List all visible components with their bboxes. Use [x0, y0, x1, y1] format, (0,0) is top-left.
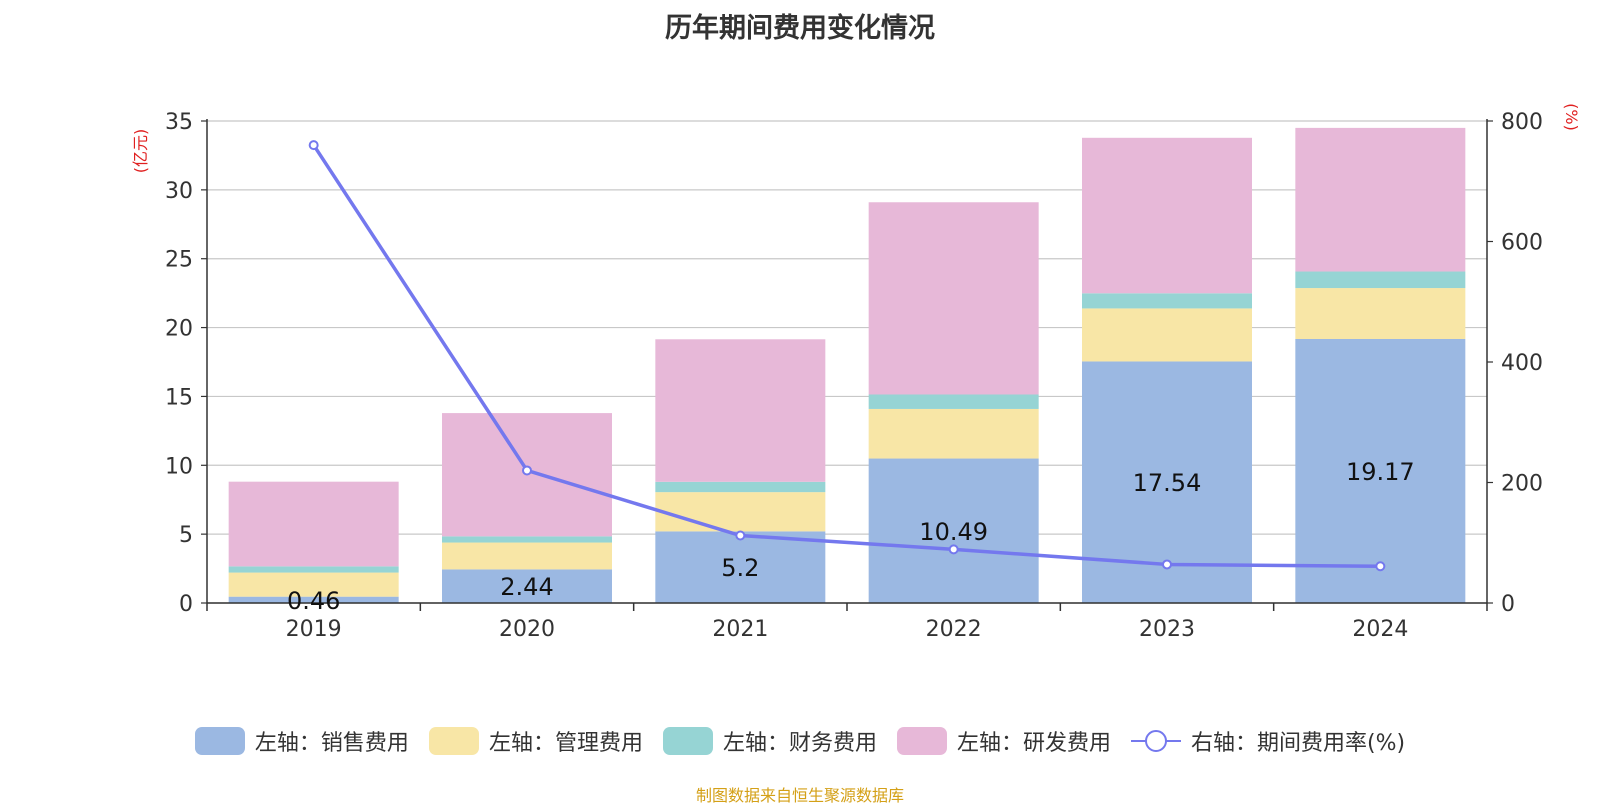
right-tick-label: 800	[1501, 110, 1543, 135]
bar-segment-0	[442, 569, 612, 603]
x-tick-label: 2020	[499, 617, 555, 642]
x-tick-label: 2021	[712, 617, 768, 642]
bar-data-label: 5.2	[721, 554, 759, 582]
bar-segment-3	[868, 202, 1039, 395]
bar-segment-2	[1295, 271, 1466, 289]
rate-point	[308, 140, 319, 151]
x-tick-label: 2024	[1352, 617, 1408, 642]
legend-label-rnd: 左轴：研发费用	[956, 731, 1111, 756]
left-tick-label: 10	[165, 454, 193, 479]
x-tick-label: 2019	[286, 617, 342, 642]
bar-segment-0	[868, 458, 1039, 603]
left-tick-label: 5	[179, 523, 193, 548]
bar-data-label: 10.49	[919, 518, 988, 546]
bar-segment-3	[655, 339, 826, 482]
x-tick-label: 2022	[926, 617, 982, 642]
bar-segment-3	[1295, 127, 1466, 272]
x-tick-label: 2023	[1139, 617, 1195, 642]
legend-label-rate: 右轴：期间费用率(%)	[1190, 731, 1406, 756]
legend-item-sales[interactable]: 左轴：销售费用	[194, 725, 409, 757]
legend-label-sales: 左轴：销售费用	[254, 731, 409, 756]
legend-item-rate[interactable]: 右轴：期间费用率(%)	[1130, 725, 1406, 757]
legend-swatch-finance	[662, 727, 713, 755]
left-tick-label: 25	[165, 248, 193, 273]
rate-point	[1375, 561, 1386, 572]
bar-segment-3	[228, 481, 399, 567]
right-tick-label: 0	[1501, 592, 1515, 617]
chart-plot: 0 5 10 15 20 25 30 35 0 200 400 600 800 (亿元) (%) 2019 20…	[131, 103, 1581, 642]
bar-segment-2	[868, 394, 1039, 409]
legend-label-finance: 左轴：财务费用	[722, 731, 877, 756]
bar-segment-0	[655, 531, 826, 603]
bar-segment-0	[1295, 339, 1466, 603]
bar-segment-3	[1082, 137, 1252, 294]
left-tick-label: 30	[165, 179, 193, 204]
rate-point	[1162, 559, 1172, 570]
legend-item-rnd[interactable]: 左轴：研发费用	[896, 725, 1111, 757]
right-tick-label: 600	[1501, 231, 1543, 256]
bar-data-label: 17.54	[1133, 469, 1202, 497]
rate-line	[312, 144, 1381, 568]
rate-point	[522, 465, 532, 476]
left-axis-title: (亿元)	[131, 129, 150, 174]
bar-segment-1	[1295, 288, 1466, 340]
legend-swatch-sales	[194, 727, 245, 755]
left-tick-label: 20	[165, 317, 193, 342]
bar-data-label: 0.46	[287, 587, 340, 615]
bar-segment-2	[228, 566, 399, 573]
bar-segment-2	[655, 481, 826, 493]
bar-segment-1	[868, 408, 1039, 459]
data-source-note: 制图数据来自恒生聚源数据库	[695, 786, 904, 805]
bar-segment-2	[1082, 293, 1252, 309]
bar-segment-1	[1082, 308, 1252, 362]
bar-segment-0	[228, 596, 399, 603]
right-axis-title: (%)	[1562, 103, 1581, 131]
legend-item-admin[interactable]: 左轴：管理费用	[428, 725, 643, 757]
bar-segment-1	[655, 492, 826, 532]
legend-swatch-rate	[1130, 730, 1181, 752]
legend-swatch-rnd	[896, 727, 947, 755]
left-tick-label: 0	[179, 592, 193, 617]
right-tick-label: 200	[1501, 472, 1543, 497]
bar-segment-2	[442, 536, 612, 543]
bar-segment-1	[228, 572, 399, 597]
bar-data-label: 2.44	[500, 573, 553, 601]
chart-legend: 左轴：销售费用 左轴：管理费用 左轴：财务费用 左轴：研发费用 右轴：期间费用率…	[0, 725, 1600, 757]
rate-point	[948, 544, 959, 555]
left-tick-label: 15	[165, 385, 193, 410]
legend-item-finance[interactable]: 左轴：财务费用	[662, 725, 877, 757]
legend-swatch-admin	[428, 727, 479, 755]
bar-segment-1	[442, 542, 612, 570]
left-tick-label: 35	[165, 110, 193, 135]
legend-label-admin: 左轴：管理费用	[488, 731, 643, 756]
chart-title: 历年期间费用变化情况	[665, 13, 935, 44]
rate-point	[735, 530, 746, 541]
bar-data-label: 19.17	[1346, 458, 1415, 486]
right-tick-label: 400	[1501, 351, 1543, 376]
